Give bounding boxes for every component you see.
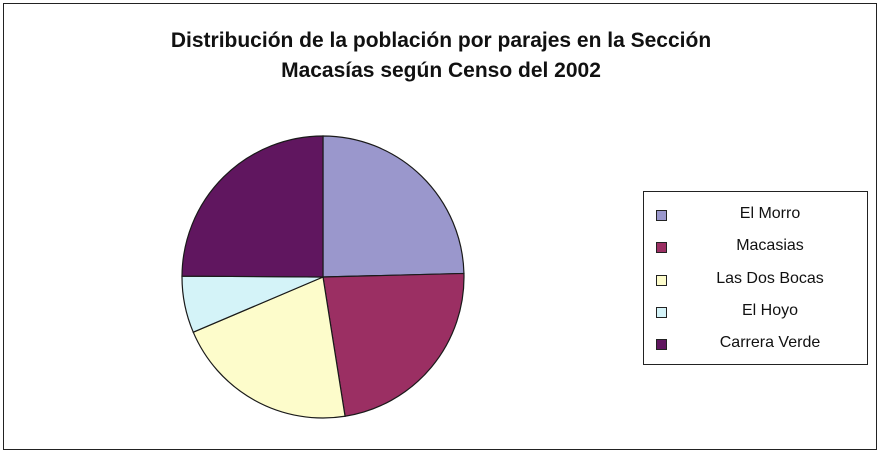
legend-label-las-dos-bocas: Las Dos Bocas bbox=[716, 270, 824, 287]
legend-label-el-morro: El Morro bbox=[739, 205, 801, 222]
legend-item-macasias: Macasias bbox=[644, 234, 867, 262]
legend-swatch-carrera-verde bbox=[656, 339, 667, 350]
chart-title-line-2: Macasías según Censo del 2002 bbox=[281, 59, 601, 82]
legend-item-carrera-verde: Carrera Verde bbox=[644, 331, 867, 359]
legend-swatch-el-hoyo bbox=[656, 307, 667, 318]
legend-swatch-las-dos-bocas bbox=[656, 275, 667, 286]
chart-legend: El Morro Macasias Las Dos Bocas El Hoyo … bbox=[643, 191, 868, 365]
legend-item-las-dos-bocas: Las Dos Bocas bbox=[644, 267, 867, 295]
chart-border bbox=[3, 3, 877, 450]
legend-item-el-morro: El Morro bbox=[644, 202, 867, 230]
pie-slice-las-dos-bocas bbox=[192, 276, 346, 419]
legend-item-el-hoyo: El Hoyo bbox=[644, 299, 867, 327]
legend-label-carrera-verde: Carrera Verde bbox=[719, 334, 821, 351]
legend-swatch-el-morro bbox=[656, 210, 667, 221]
pie-slice-carrera-verde bbox=[181, 135, 324, 278]
pie-slice-macasias bbox=[322, 272, 465, 417]
chart-title: Distribución de la población por parajes… bbox=[40, 26, 842, 86]
pie-slice-el-morro bbox=[322, 135, 465, 278]
legend-swatch-macasias bbox=[656, 242, 667, 253]
legend-label-el-hoyo: El Hoyo bbox=[741, 302, 799, 319]
pie-chart bbox=[181, 135, 465, 419]
chart-title-line-1: Distribución de la población por parajes… bbox=[170, 29, 712, 52]
legend-label-macasias: Macasias bbox=[736, 237, 804, 254]
